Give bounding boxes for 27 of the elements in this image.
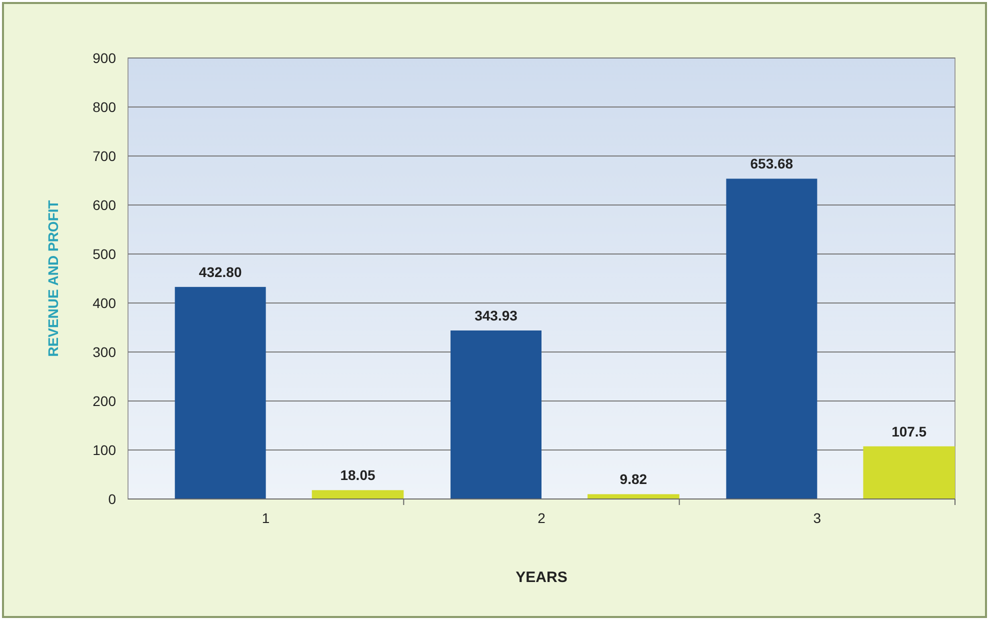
bar: [174, 286, 266, 499]
x-axis-title: YEARS: [516, 569, 568, 586]
y-axis-title: REVENUE AND PROFIT: [45, 200, 61, 357]
y-tick-label: 100: [92, 442, 116, 458]
x-tick-label: 2: [538, 510, 546, 526]
data-label: 653.68: [750, 156, 794, 172]
data-label: 18.05: [340, 467, 376, 484]
bar: [312, 490, 404, 499]
bar: [588, 494, 680, 499]
x-tick-label: 3: [813, 510, 822, 526]
bar: [450, 330, 542, 499]
y-tick-label: 800: [92, 99, 116, 115]
y-tick-label: 400: [92, 295, 116, 311]
bar: [863, 446, 955, 499]
y-tick-label: 0: [108, 491, 116, 507]
data-label: 343.93: [474, 307, 518, 324]
data-label: 9.82: [620, 471, 648, 488]
y-tick-label: 500: [92, 246, 116, 262]
x-tick-label: 1: [262, 510, 270, 526]
y-tick-label: 600: [92, 197, 116, 213]
y-tick-label: 700: [92, 148, 116, 164]
y-tick-label: 200: [92, 393, 116, 409]
bar: [726, 178, 818, 499]
y-tick-label: 300: [92, 344, 116, 360]
data-label: 107.5: [892, 423, 927, 440]
y-tick-label: 900: [92, 50, 116, 66]
data-label: 432.80: [198, 264, 242, 280]
